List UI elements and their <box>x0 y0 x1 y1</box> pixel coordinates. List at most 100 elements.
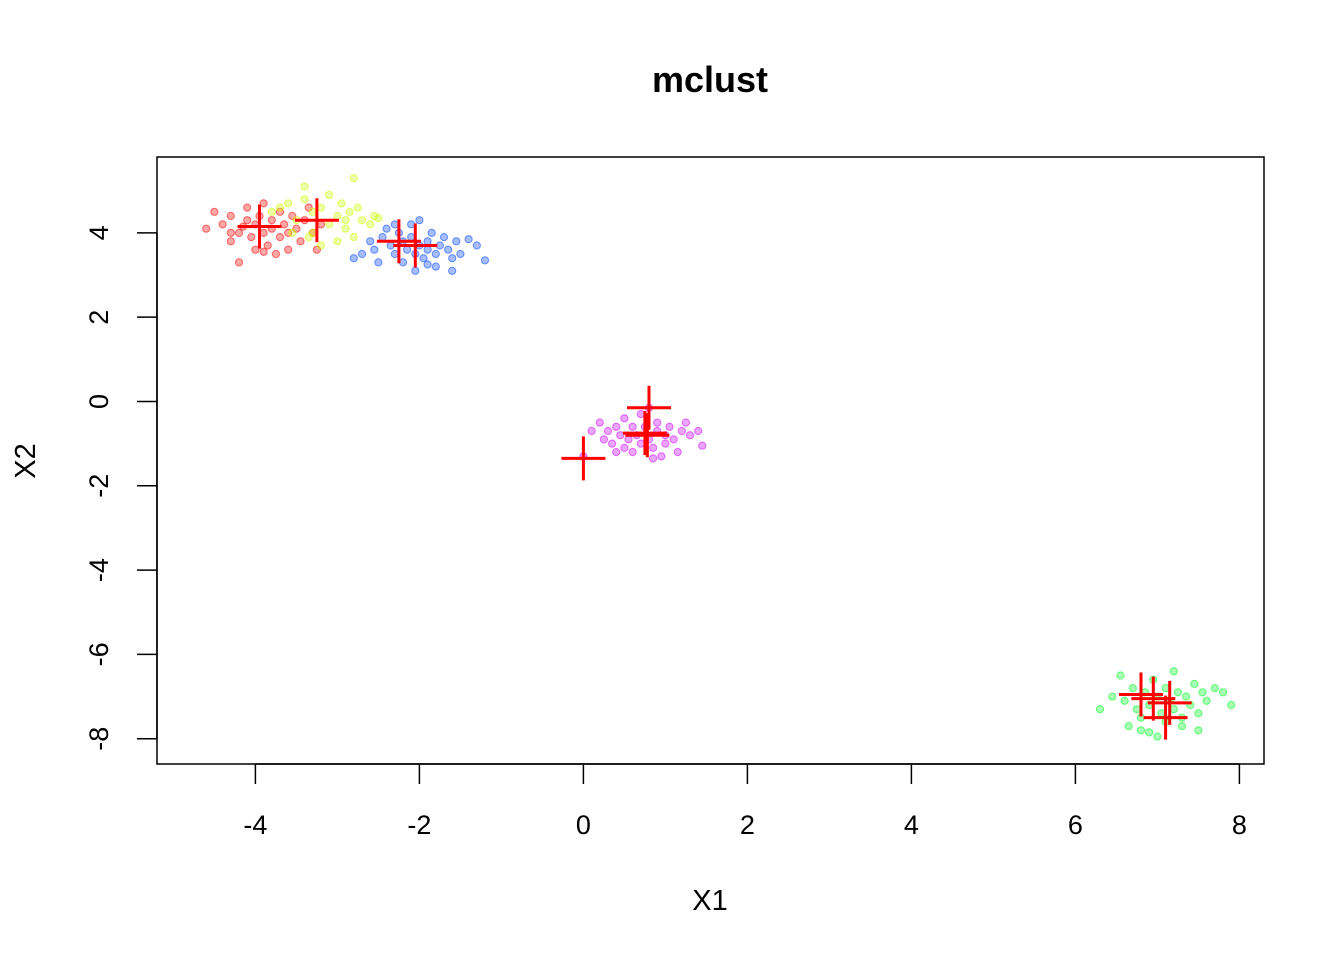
data-point-cluster-5 <box>1169 705 1178 714</box>
data-point-cluster-3 <box>407 233 416 242</box>
data-point-cluster-3 <box>415 216 424 225</box>
data-point-cluster-2 <box>353 203 362 212</box>
x-tick-label: -4 <box>243 810 267 840</box>
cluster-center-marker <box>393 223 438 268</box>
data-point-cluster-3 <box>382 224 391 233</box>
data-point-cluster-3 <box>398 258 408 267</box>
data-point-cluster-3 <box>464 235 473 244</box>
data-point-cluster-2 <box>366 220 375 229</box>
y-tick-label: -2 <box>84 474 114 498</box>
data-point-cluster-5 <box>1198 688 1207 697</box>
data-point-cluster-5 <box>1116 671 1125 680</box>
data-point-cluster-1 <box>234 258 244 267</box>
data-point-cluster-4 <box>636 439 645 448</box>
data-point-cluster-5 <box>1169 667 1178 676</box>
data-point-cluster-3 <box>480 256 490 265</box>
data-point-cluster-5 <box>1218 688 1228 697</box>
data-point-cluster-3 <box>386 241 395 250</box>
data-point-cluster-4 <box>669 435 678 444</box>
data-point-cluster-1 <box>226 228 235 237</box>
data-point-cluster-4 <box>649 443 658 452</box>
x-tick-label: 2 <box>740 810 755 840</box>
x-tick-label: 0 <box>576 810 591 840</box>
data-point-cluster-4 <box>595 418 604 427</box>
data-point-cluster-5 <box>1227 700 1236 710</box>
chart-title: mclust <box>652 59 768 100</box>
data-point-cluster-5 <box>1153 732 1162 741</box>
data-point-cluster-3 <box>427 228 436 237</box>
data-point-cluster-5 <box>1132 705 1142 714</box>
data-point-cluster-1 <box>243 216 252 225</box>
cluster-center-marker <box>561 436 606 481</box>
data-point-cluster-2 <box>300 182 309 191</box>
data-point-cluster-2 <box>341 216 350 225</box>
data-point-cluster-3 <box>423 245 432 254</box>
data-point-cluster-1 <box>234 228 244 237</box>
data-point-cluster-3 <box>407 220 416 229</box>
data-point-cluster-5 <box>1194 726 1203 735</box>
data-point-cluster-2 <box>325 190 334 199</box>
data-point-cluster-1 <box>243 203 252 212</box>
x-tick-label: -2 <box>407 810 431 840</box>
data-point-cluster-3 <box>366 237 375 246</box>
data-point-cluster-4 <box>603 426 613 436</box>
data-point-cluster-4 <box>649 454 658 463</box>
data-point-cluster-3 <box>472 241 481 250</box>
cluster-center-marker <box>1131 676 1176 721</box>
data-point-cluster-3 <box>423 260 432 269</box>
data-point-cluster-4 <box>612 422 621 431</box>
cluster-center-marker <box>237 204 282 249</box>
data-point-cluster-2 <box>374 214 383 223</box>
data-point-cluster-4 <box>628 422 637 431</box>
data-point-cluster-5 <box>1128 684 1137 693</box>
data-point-cluster-4 <box>673 448 682 457</box>
data-point-cluster-2 <box>316 203 326 212</box>
x-tick-label: 8 <box>1232 810 1247 840</box>
data-point-cluster-3 <box>431 249 440 259</box>
data-point-cluster-2 <box>308 207 317 216</box>
data-point-cluster-3 <box>378 233 387 242</box>
data-point-cluster-5 <box>1120 696 1129 705</box>
data-point-cluster-4 <box>653 418 662 427</box>
data-point-cluster-3 <box>452 237 461 246</box>
y-tick-label: 2 <box>84 310 114 325</box>
x-axis: -4 -2 0 2 4 6 8 <box>243 763 1247 840</box>
data-point-cluster-1 <box>226 237 235 246</box>
data-point-cluster-5 <box>1210 684 1219 693</box>
data-point-cluster-5 <box>1145 728 1154 737</box>
data-point-cluster-3 <box>431 262 440 271</box>
data-point-cluster-2 <box>345 207 354 216</box>
data-point-cluster-1 <box>271 249 280 259</box>
data-point-cluster-3 <box>448 254 457 263</box>
data-point-cluster-1 <box>280 220 289 229</box>
data-point-cluster-1 <box>226 211 235 221</box>
data-point-cluster-5 <box>1182 692 1191 701</box>
data-point-cluster-5 <box>1161 684 1170 693</box>
data-point-cluster-2 <box>316 241 326 250</box>
data-point-cluster-5 <box>1136 726 1146 735</box>
data-point-cluster-1 <box>251 245 260 254</box>
data-point-cluster-4 <box>620 414 629 423</box>
data-point-cluster-5 <box>1108 692 1117 701</box>
data-point-cluster-1 <box>259 228 268 237</box>
data-point-cluster-1 <box>218 220 227 229</box>
data-point-cluster-5 <box>1173 688 1183 697</box>
data-point-cluster-4 <box>681 418 691 427</box>
data-point-cluster-2 <box>357 216 367 225</box>
data-point-cluster-1 <box>275 233 285 242</box>
data-point-cluster-3 <box>439 233 449 242</box>
data-point-cluster-2 <box>325 220 334 229</box>
y-tick-label: 4 <box>84 225 114 240</box>
data-point-cluster-1 <box>202 224 211 233</box>
data-point-cluster-5 <box>1202 696 1211 705</box>
y-tick-label: -6 <box>84 642 114 666</box>
data-point-cluster-5 <box>1190 679 1199 689</box>
data-point-cluster-2 <box>333 211 342 221</box>
data-point-cluster-3 <box>403 245 412 254</box>
data-point-cluster-4 <box>628 448 637 457</box>
cluster-center-marker <box>627 385 671 430</box>
data-point-cluster-1 <box>296 237 305 246</box>
data-point-cluster-3 <box>411 266 420 275</box>
x-axis-title: X1 <box>692 885 727 917</box>
